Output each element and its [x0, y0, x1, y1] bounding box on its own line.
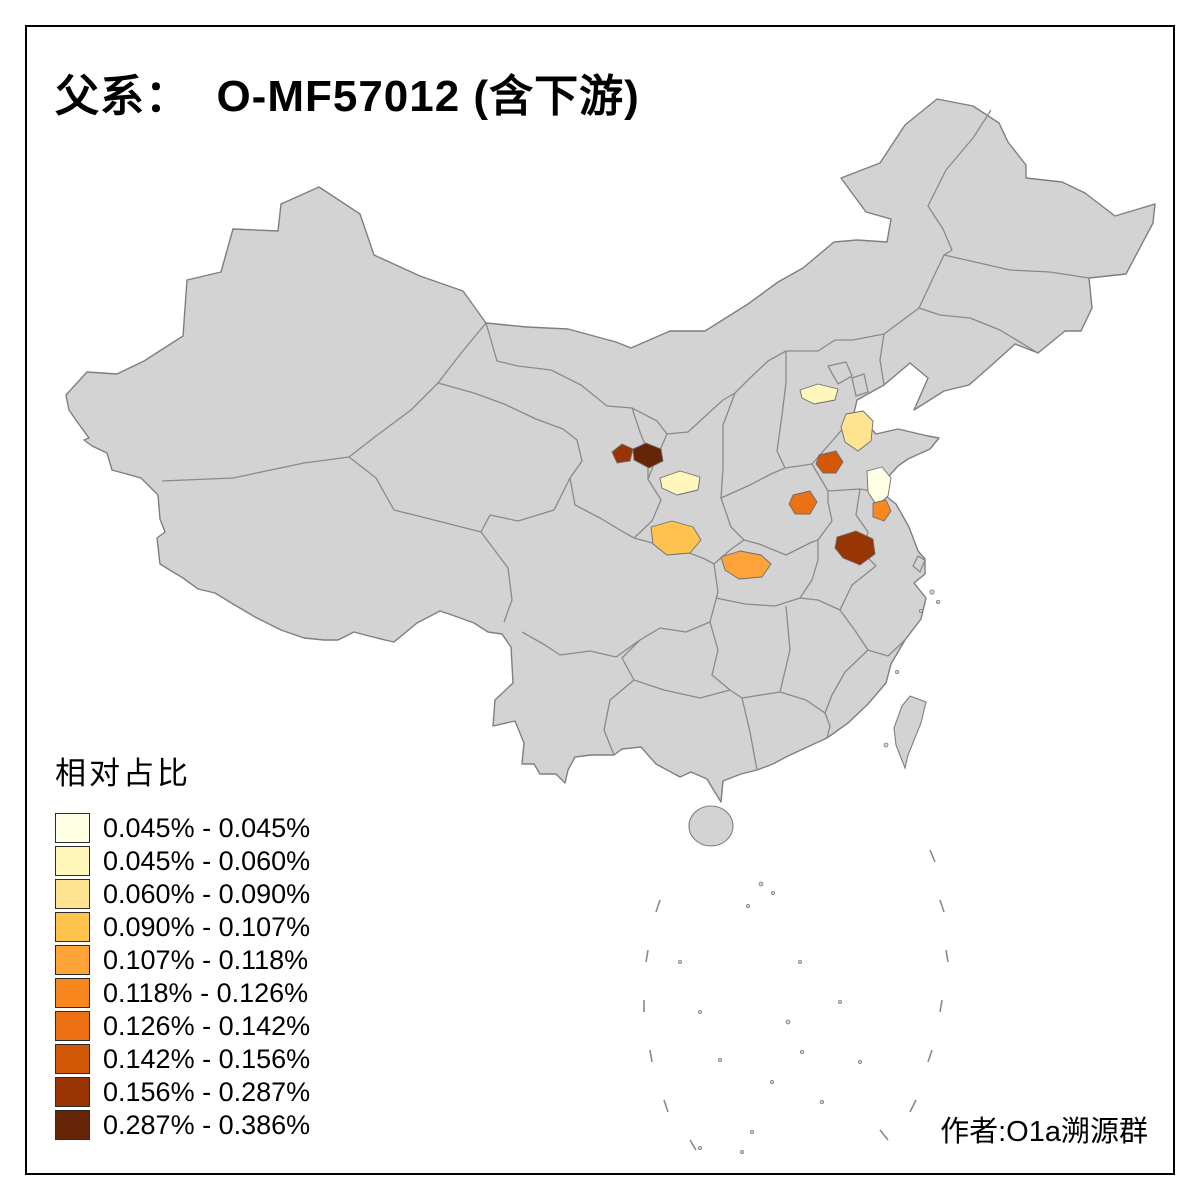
legend-swatch	[55, 978, 90, 1008]
small-island	[678, 960, 683, 965]
small-island	[820, 1100, 825, 1105]
region-central-hebei	[799, 383, 839, 405]
small-island	[785, 1019, 791, 1025]
legend-item: 0.060% - 0.090%	[55, 879, 310, 909]
legend-item: 0.126% - 0.142%	[55, 1011, 310, 1041]
legend-title: 相对占比	[55, 756, 191, 791]
province-borders-west	[161, 322, 668, 623]
region-central-sichuan	[650, 520, 702, 556]
legend-swatch	[55, 945, 90, 975]
legend-label: 0.142% - 0.156%	[103, 1043, 311, 1074]
legend-item: 0.045% - 0.060%	[55, 846, 310, 876]
small-island	[798, 960, 803, 965]
author-attribution: 作者:O1a溯源群	[940, 1116, 1148, 1148]
legend-swatch	[55, 846, 90, 876]
small-island	[883, 742, 889, 748]
legend-swatch	[55, 879, 90, 909]
legend-label: 0.045% - 0.045%	[103, 812, 311, 843]
region-central-shaanxi	[659, 470, 701, 496]
highlighted-regions	[611, 383, 892, 580]
legend-item: 0.156% - 0.287%	[55, 1077, 310, 1107]
small-island	[895, 670, 900, 675]
hainan-island	[688, 805, 734, 847]
legend-swatch	[55, 912, 90, 942]
legend-label: 0.287% - 0.386%	[103, 1109, 311, 1140]
islands	[643, 589, 949, 1155]
small-island	[740, 1150, 745, 1155]
legend-label: 0.045% - 0.060%	[103, 845, 311, 876]
mainland-outline	[65, 98, 1156, 803]
province-borders	[161, 109, 1090, 771]
region-south-anhui	[834, 530, 876, 566]
region-central-jiangsu	[872, 499, 892, 522]
small-island	[838, 1000, 843, 1005]
legend-label: 0.090% - 0.107%	[103, 911, 311, 942]
small-island	[858, 1060, 863, 1065]
small-island	[929, 589, 935, 595]
page-title: 父系： O-MF57012 (含下游)	[55, 72, 640, 121]
legend-swatch	[55, 1110, 90, 1140]
sea-boundary-dashes	[643, 849, 949, 1151]
legend-label: 0.118% - 0.126%	[103, 977, 309, 1008]
small-island	[750, 1130, 755, 1135]
taiwan-island	[893, 695, 927, 770]
legend-item: 0.090% - 0.107%	[55, 912, 310, 942]
legend-swatch	[55, 1044, 90, 1074]
small-island	[800, 1050, 805, 1055]
small-island	[698, 1010, 703, 1015]
legend-swatch	[55, 1077, 90, 1107]
legend-label: 0.107% - 0.118%	[103, 944, 309, 975]
legend-item: 0.287% - 0.386%	[55, 1110, 310, 1140]
region-chongqing-area	[720, 550, 772, 580]
small-island	[936, 600, 941, 605]
small-island	[770, 1080, 775, 1085]
legend-swatch	[55, 1011, 90, 1041]
legend-label: 0.060% - 0.090%	[103, 878, 311, 909]
small-island	[919, 609, 924, 614]
small-island	[718, 1058, 723, 1063]
region-coastal-jiangsu	[866, 466, 892, 507]
small-island	[746, 904, 751, 909]
region-west-shandong	[840, 410, 874, 452]
legend-swatch	[55, 813, 90, 843]
legend-label: 0.126% - 0.142%	[103, 1010, 311, 1041]
small-island	[698, 1146, 703, 1151]
region-south-gansu-east	[632, 442, 664, 469]
legend-item: 0.142% - 0.156%	[55, 1044, 310, 1074]
region-east-henan	[788, 490, 818, 515]
province-borders-north	[485, 109, 1090, 499]
region-southwest-shandong	[815, 450, 844, 474]
small-island	[771, 891, 776, 896]
small-island	[758, 881, 764, 887]
legend: 相对占比 0.045% - 0.045% 0.045% - 0.060% 0.0…	[55, 748, 310, 1143]
region-south-gansu-west	[611, 443, 634, 464]
china-mainland-shape	[65, 98, 1156, 803]
legend-item: 0.118% - 0.126%	[55, 978, 310, 1008]
legend-item: 0.045% - 0.045%	[55, 813, 310, 843]
legend-label: 0.156% - 0.287%	[103, 1076, 311, 1107]
legend-item: 0.107% - 0.118%	[55, 945, 310, 975]
